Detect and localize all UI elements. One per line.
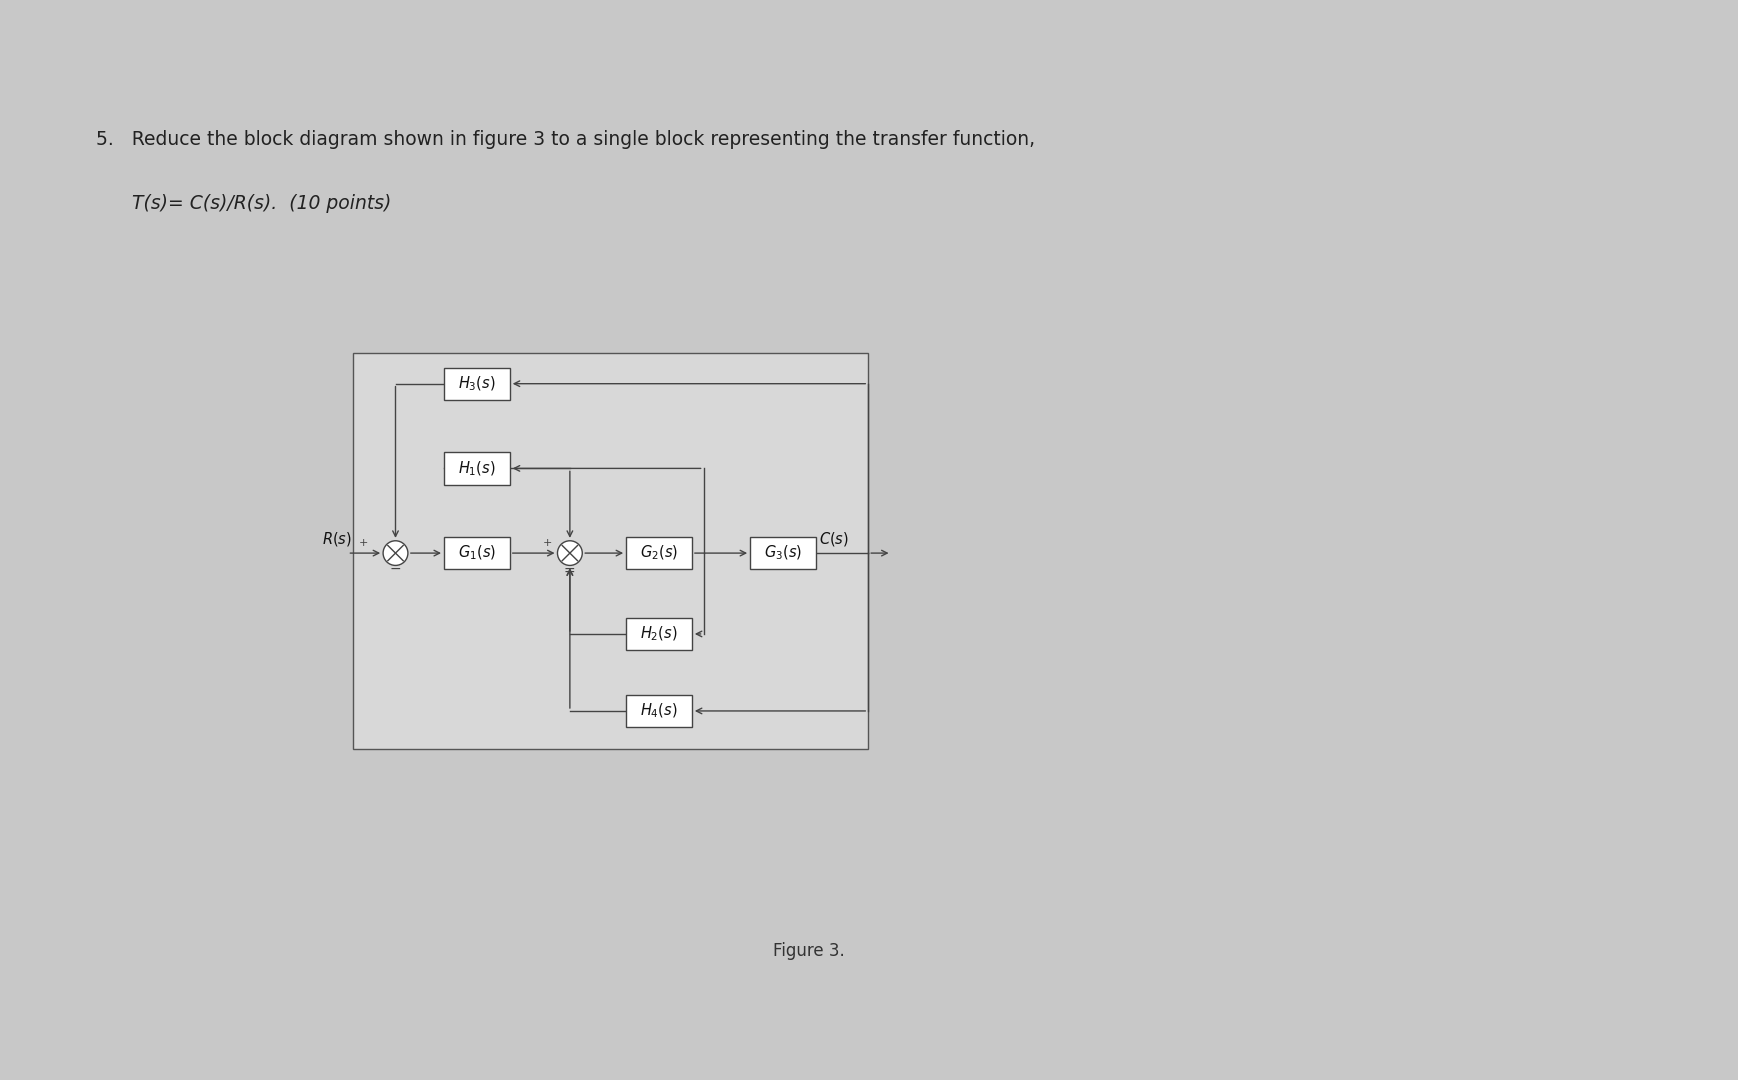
Text: −: −: [563, 565, 575, 579]
Bar: [353, 353, 869, 750]
Text: $G_1(s)$: $G_1(s)$: [457, 544, 495, 563]
Bar: [626, 537, 692, 569]
Text: $H_2(s)$: $H_2(s)$: [640, 624, 678, 644]
Text: +: +: [358, 538, 368, 549]
Text: $H_3(s)$: $H_3(s)$: [459, 375, 495, 393]
Bar: [751, 537, 815, 569]
Text: $C(s)$: $C(s)$: [819, 529, 848, 548]
Text: 5.   Reduce the block diagram shown in figure 3 to a single block representing t: 5. Reduce the block diagram shown in fig…: [96, 130, 1034, 149]
Text: $R(s)$: $R(s)$: [322, 530, 351, 549]
Text: T(s)= C(s)/R(s).  (10 points): T(s)= C(s)/R(s). (10 points): [96, 194, 391, 214]
Bar: [443, 537, 509, 569]
Text: −: −: [389, 562, 401, 576]
Bar: [626, 618, 692, 650]
Text: $G_2(s)$: $G_2(s)$: [640, 544, 678, 563]
Bar: [443, 367, 509, 400]
Text: −: −: [563, 562, 575, 576]
Text: Figure 3.: Figure 3.: [773, 942, 845, 960]
Circle shape: [382, 541, 408, 566]
Text: $H_1(s)$: $H_1(s)$: [459, 459, 495, 477]
Bar: [443, 453, 509, 485]
Bar: [626, 694, 692, 727]
Text: +: +: [542, 538, 553, 549]
Text: $H_4(s)$: $H_4(s)$: [640, 702, 678, 720]
Text: $G_3(s)$: $G_3(s)$: [765, 544, 801, 563]
Circle shape: [558, 541, 582, 566]
